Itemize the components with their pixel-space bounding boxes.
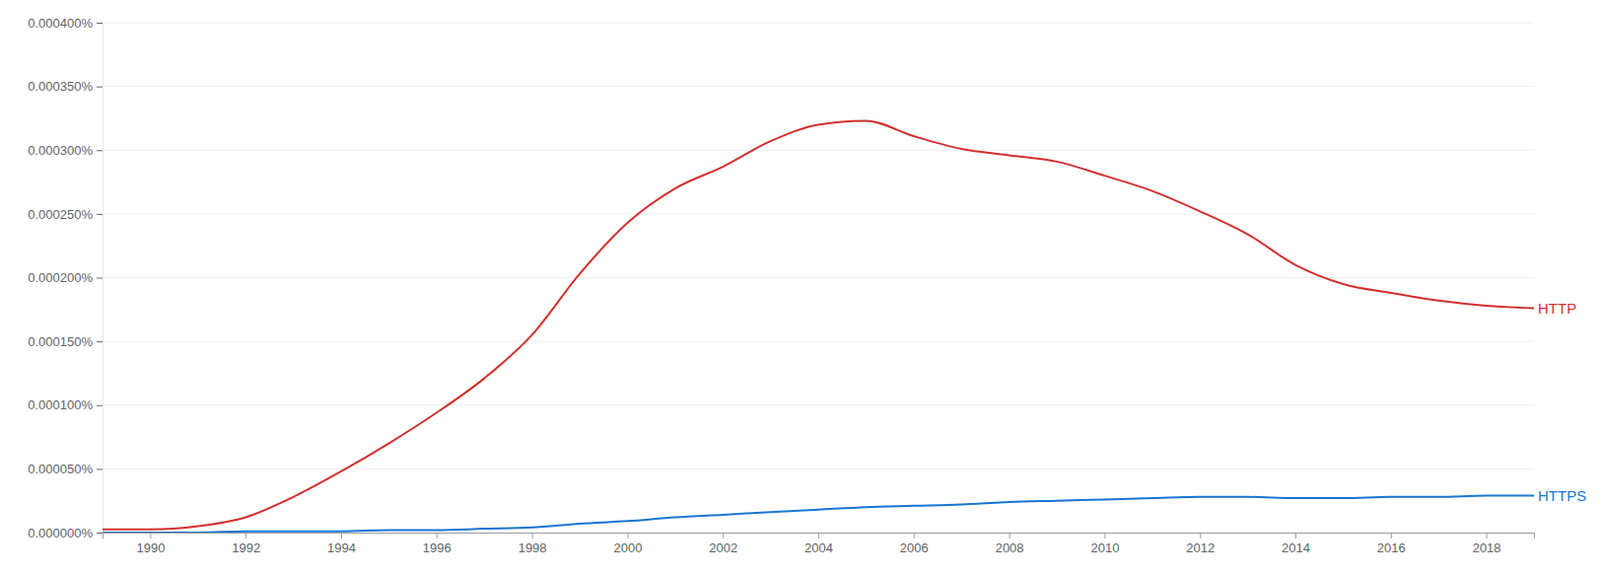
x-axis-line [103,533,1535,540]
x-tick-mark [626,532,628,539]
y-axis-line [96,23,104,534]
y-tick-mark [96,149,103,151]
x-tick-mark [341,532,343,539]
y-tick-mark [96,22,103,24]
x-tick-mark [1199,532,1201,539]
x-tick: 2000 [613,532,642,556]
grid-line [102,149,1534,151]
x-tick: 1998 [518,532,548,556]
y-tick: 0.000400% [27,15,103,31]
x-tick-mark [245,532,247,539]
y-tick: 0.000100% [27,397,103,413]
y-tick-label: 0.000300% [27,142,93,158]
grid-line [102,22,1534,24]
x-tick-label: 1990 [136,540,165,556]
x-tick: 2004 [804,532,834,556]
x-tick-mark [818,532,820,539]
x-tick: 2006 [900,532,929,556]
x-tick-label: 2014 [1281,540,1311,556]
x-tick: 1992 [231,532,261,556]
x-tick: 2014 [1281,532,1311,556]
x-axis: 1990 1992 1994 1996 1998 2000 2002 2004 2006 2008… [103,532,1535,556]
y-tick-mark [96,532,103,534]
x-tick-mark [149,532,151,539]
x-tick: 2002 [708,532,738,556]
x-tick-label: 2000 [613,540,642,556]
y-tick-mark [96,213,103,215]
x-tick: 2010 [1090,532,1119,556]
lines [102,121,1534,533]
x-tick-mark [913,532,915,539]
x-tick-label: 2002 [708,540,738,556]
y-tick: 0.000000% [27,525,103,541]
chart: 0.000000% 0.000050% 0.000100% 0.000150% 0.00… [0,0,1600,575]
x-tick: 1990 [136,532,165,556]
x-tick-mark [1295,532,1297,539]
grid [102,22,1534,533]
x-tick-label: 1998 [518,540,548,556]
y-tick-mark [96,468,103,470]
series-line[interactable] [102,121,1534,530]
x-tick: 2016 [1377,532,1406,556]
x-tick: 1996 [422,532,452,556]
x-tick-label: 1994 [327,540,356,556]
y-tick-label: 0.000350% [27,78,93,94]
x-tick-mark [1009,532,1011,539]
x-tick: 2012 [1185,532,1215,556]
y-tick-mark [96,278,103,279]
grid-line [102,85,1534,87]
x-tick-label: 2016 [1377,540,1406,556]
x-tick-label: 2004 [804,540,834,556]
series-label[interactable]: HTTPS [1537,486,1587,504]
grid-line [102,468,1534,470]
y-tick: 0.000300% [27,142,103,158]
x-tick-label: 2012 [1185,540,1215,556]
y-tick-mark [96,405,103,407]
y-tick-mark [96,86,103,88]
line-labels: HTTP HTTPS [1537,299,1587,504]
y-tick: 0.000200% [27,270,103,285]
x-tick-mark [1486,532,1488,539]
x-tick-mark [1104,532,1106,539]
x-tick-mark [1391,532,1392,539]
y-tick-label: 0.000000% [27,525,93,541]
y-tick-label: 0.000250% [27,207,93,222]
x-tick: 1994 [327,532,356,556]
y-tick-label: 0.000400% [27,15,93,31]
plot: 0.000000% 0.000050% 0.000100% 0.000150% 0.00… [27,15,1587,557]
x-tick: 2018 [1472,532,1502,556]
x-tick: 2008 [995,532,1025,556]
y-tick-label: 0.000050% [27,461,93,477]
y-tick: 0.000250% [27,207,103,222]
y-tick-label: 0.000200% [27,270,93,285]
y-tick: 0.000050% [27,461,103,477]
grid-line [102,277,1534,279]
x-tick-mark [722,532,724,539]
grid-line [102,404,1534,406]
grid-line [102,212,1534,214]
y-tick-mark [96,341,103,343]
x-tick-label: 1996 [422,540,452,556]
y-tick-label: 0.000150% [27,334,93,349]
x-tick-label: 2008 [995,540,1025,556]
y-tick: 0.000150% [27,334,103,349]
series-label[interactable]: HTTP [1537,299,1577,317]
y-axis: 0.000000% 0.000050% 0.000100% 0.000150% 0.00… [27,15,103,541]
series-line[interactable] [102,495,1534,533]
x-tick-label: 2018 [1472,540,1502,556]
y-tick: 0.000350% [27,78,103,94]
y-tick-label: 0.000100% [27,397,93,413]
x-tick-mark [436,532,438,539]
x-tick-label: 2010 [1090,540,1119,556]
grid-line [102,341,1534,343]
x-tick-mark [532,532,534,539]
x-tick-label: 1992 [231,540,261,556]
x-tick-label: 2006 [900,540,929,556]
